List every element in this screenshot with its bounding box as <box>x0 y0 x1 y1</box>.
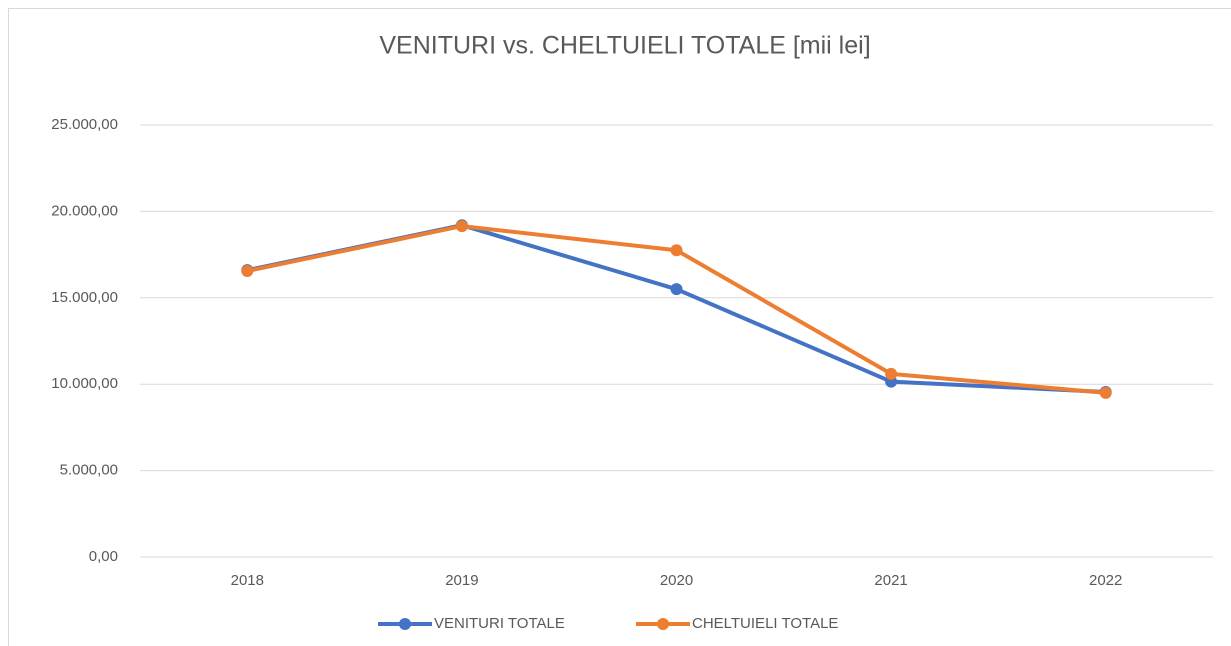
series-marker <box>670 283 683 296</box>
y-tick-label: 5.000,00 <box>60 462 118 479</box>
series-marker <box>885 367 898 380</box>
series-marker <box>670 244 683 257</box>
chart-border <box>8 8 1231 646</box>
y-tick-label: 10.000,00 <box>51 375 118 392</box>
legend-marker <box>399 618 411 630</box>
series-marker <box>241 265 254 278</box>
y-tick-label: 25.000,00 <box>51 116 118 133</box>
y-tick-label: 20.000,00 <box>51 202 118 219</box>
x-tick-label: 2019 <box>445 572 478 589</box>
x-tick-label: 2018 <box>231 572 264 589</box>
x-tick-label: 2021 <box>874 572 907 589</box>
legend-label: CHELTUIELI TOTALE <box>692 615 838 632</box>
legend-label: VENITURI TOTALE <box>434 615 565 632</box>
y-tick-label: 0,00 <box>89 548 118 565</box>
y-tick-label: 15.000,00 <box>51 289 118 306</box>
series-marker <box>1099 386 1112 399</box>
legend-marker <box>657 618 669 630</box>
x-tick-label: 2022 <box>1089 572 1122 589</box>
x-tick-label: 2020 <box>660 572 693 589</box>
series-marker <box>455 220 468 233</box>
chart-title: VENITURI vs. CHELTUIELI TOTALE [mii lei] <box>379 32 870 60</box>
